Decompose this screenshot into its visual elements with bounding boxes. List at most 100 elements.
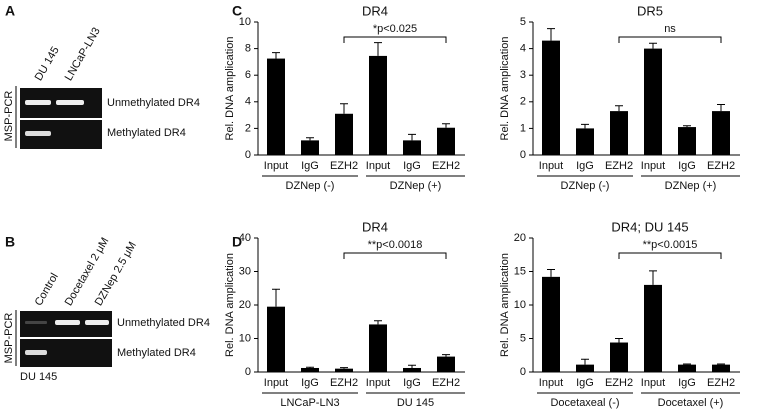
y-axis-label: Rel. DNA amplication — [499, 253, 511, 357]
x-tick-label: IgG — [301, 160, 319, 172]
x-tick-label: IgG — [403, 377, 421, 389]
y-tick-label: 2 — [245, 122, 251, 134]
bracket — [618, 252, 722, 259]
row-label: Unmethylated DR4 — [117, 317, 210, 329]
bracket — [618, 36, 722, 43]
bracket — [343, 36, 447, 43]
error-bar — [374, 320, 382, 325]
band — [85, 320, 109, 325]
error-bar — [374, 42, 382, 56]
group-label: Docetaxeal (-) — [550, 397, 619, 409]
x-tick-label: EZH2 — [330, 160, 358, 172]
error-bar — [408, 133, 416, 141]
chart-title: DR4 — [362, 3, 388, 18]
lane-label: Control — [33, 271, 61, 308]
row-label: Unmethylated DR4 — [107, 97, 200, 109]
group-label: DZNep (+) — [390, 180, 442, 192]
y-tick-label: 5 — [520, 16, 526, 28]
error-bar — [306, 137, 314, 141]
bar — [403, 140, 421, 155]
bar — [335, 113, 353, 155]
y-tick-label: 0 — [245, 149, 251, 161]
error-bar — [717, 103, 725, 112]
annotation: *p<0.025 — [373, 23, 417, 35]
y-tick-label: 3 — [520, 69, 526, 81]
x-tick-label: IgG — [576, 377, 594, 389]
band — [25, 321, 47, 324]
lane-label: DU 145 — [33, 45, 62, 83]
y-tick-label: 0 — [245, 366, 251, 378]
y-axis-label: Rel. DNA amplication — [499, 37, 511, 141]
x-tick-label: Input — [539, 377, 563, 389]
bar — [403, 367, 421, 372]
row-label: Methylated DR4 — [117, 347, 196, 359]
error-bar — [649, 42, 657, 49]
error-bar — [717, 363, 725, 365]
error-bar — [683, 125, 691, 128]
x-tick-label: Input — [539, 160, 563, 172]
y-tick-label: 10 — [514, 299, 526, 311]
x-tick-label: EZH2 — [707, 160, 735, 172]
side-label: MSP-PCR — [3, 91, 15, 142]
x-tick-label: EZH2 — [330, 377, 358, 389]
y-tick-label: 10 — [239, 332, 251, 344]
error-bar — [581, 358, 589, 365]
band — [25, 100, 51, 105]
lane-label: LNCaP-LN3 — [63, 26, 103, 83]
bar — [437, 356, 455, 372]
y-tick-label: 40 — [239, 232, 251, 244]
error-bar — [547, 28, 555, 41]
annotation: **p<0.0015 — [643, 239, 698, 251]
x-tick-label: EZH2 — [432, 377, 460, 389]
annotation: ns — [664, 23, 676, 35]
x-tick-label: IgG — [678, 377, 696, 389]
bar — [301, 367, 319, 372]
bar — [542, 276, 560, 372]
x-tick-label: EZH2 — [605, 377, 633, 389]
bar — [712, 111, 730, 155]
y-tick-label: 8 — [245, 43, 251, 55]
bracket — [343, 252, 447, 259]
error-bar — [615, 105, 623, 112]
x-tick-label: IgG — [576, 160, 594, 172]
row-label: Methylated DR4 — [107, 127, 186, 139]
error-bar — [581, 123, 589, 129]
x-tick-label: EZH2 — [432, 160, 460, 172]
panel-label: A — [5, 3, 15, 19]
y-tick-label: 5 — [520, 332, 526, 344]
group-label: LNCaP-LN3 — [280, 397, 339, 409]
group-label: DZNep (-) — [561, 180, 610, 192]
y-tick-label: 6 — [245, 69, 251, 81]
bar — [610, 111, 628, 155]
bar — [301, 140, 319, 155]
group-label: DU 145 — [397, 397, 434, 409]
x-tick-label: IgG — [678, 160, 696, 172]
band — [25, 350, 47, 355]
y-tick-label: 2 — [520, 96, 526, 108]
error-bar — [442, 123, 450, 128]
band — [55, 320, 80, 325]
panel-label: D — [232, 234, 242, 250]
error-bar — [408, 364, 416, 368]
x-tick-label: Input — [264, 377, 288, 389]
bar — [267, 306, 285, 372]
y-tick-label: 30 — [239, 265, 251, 277]
bar — [369, 324, 387, 372]
y-tick-label: 0 — [520, 366, 526, 378]
bar — [610, 342, 628, 372]
bar — [576, 364, 594, 372]
bar — [712, 364, 730, 372]
y-axis-label: Rel. DNA amplication — [224, 37, 236, 141]
bar — [542, 40, 560, 156]
y-tick-label: 4 — [520, 43, 526, 55]
side-label: MSP-PCR — [3, 313, 15, 364]
band — [25, 131, 51, 136]
error-bar — [649, 270, 657, 285]
x-tick-label: Input — [366, 160, 390, 172]
y-tick-label: 15 — [514, 265, 526, 277]
bar — [678, 364, 696, 372]
bar — [576, 128, 594, 155]
error-bar — [306, 366, 314, 368]
chart-title: DR5 — [637, 3, 663, 18]
